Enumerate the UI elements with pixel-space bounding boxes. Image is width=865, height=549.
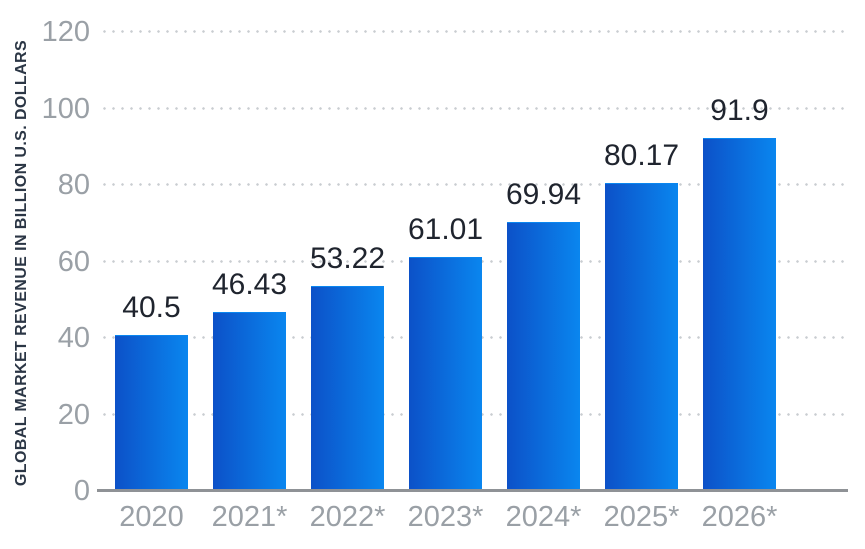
y-tick-label: 120 bbox=[41, 16, 90, 48]
bar bbox=[213, 312, 286, 492]
bar bbox=[311, 286, 384, 492]
bar bbox=[409, 256, 482, 492]
bar-value-label: 69.94 bbox=[505, 178, 582, 212]
x-axis-label: 2024* bbox=[505, 501, 582, 533]
bar-value-label: 91.9 bbox=[710, 94, 769, 128]
x-axis-label: 2022* bbox=[309, 501, 386, 533]
bar bbox=[703, 138, 776, 492]
y-tick-label: 60 bbox=[57, 245, 90, 278]
bar bbox=[605, 183, 678, 492]
x-axis-label: 2026* bbox=[701, 501, 778, 533]
x-axis-label: 2020 bbox=[119, 501, 184, 533]
y-tick-label: 0 bbox=[73, 475, 90, 507]
y-tick-label: 100 bbox=[41, 92, 90, 125]
x-axis-label: 2021* bbox=[211, 501, 288, 533]
y-tick-label: 40 bbox=[57, 322, 90, 354]
bar bbox=[507, 222, 580, 492]
x-axis-label: 2025* bbox=[603, 501, 680, 533]
bar-value-label: 80.17 bbox=[603, 139, 680, 173]
bar-value-label: 46.43 bbox=[211, 268, 288, 302]
bar bbox=[115, 335, 188, 492]
bar-value-label: 53.22 bbox=[309, 242, 386, 276]
x-axis-label: 2023* bbox=[407, 501, 484, 533]
gridline bbox=[100, 30, 845, 33]
bar-value-label: 61.01 bbox=[407, 212, 484, 246]
gridline bbox=[100, 183, 845, 186]
x-axis-line bbox=[97, 489, 848, 492]
y-tick-label: 80 bbox=[57, 169, 90, 201]
bar-value-label: 40.5 bbox=[122, 291, 181, 325]
y-tick-label: 20 bbox=[57, 398, 90, 431]
gridline bbox=[100, 106, 845, 110]
